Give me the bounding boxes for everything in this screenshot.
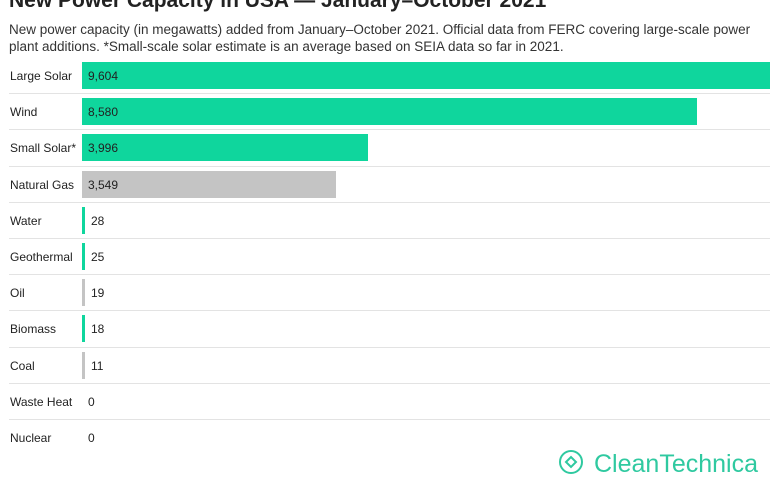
value-label: 8,580 bbox=[88, 105, 119, 120]
category-label: Large Solar bbox=[10, 69, 73, 83]
value-label: 3,996 bbox=[88, 141, 119, 156]
row-divider bbox=[9, 274, 770, 276]
category-label: Nuclear bbox=[10, 431, 52, 445]
category-label: Waste Heat bbox=[10, 394, 73, 409]
category-label: Wind bbox=[10, 105, 38, 120]
bar bbox=[82, 62, 770, 89]
value-label: 18 bbox=[91, 322, 105, 337]
row-divider bbox=[9, 346, 770, 348]
logo-text: CleanTechnica bbox=[594, 450, 758, 478]
row-divider bbox=[9, 165, 770, 167]
cleantechnica-logo: CleanTechnica bbox=[558, 448, 758, 478]
value-label: 19 bbox=[91, 286, 105, 301]
row-divider bbox=[9, 129, 770, 131]
value-label: 9,604 bbox=[88, 69, 119, 83]
bar bbox=[82, 98, 697, 126]
bar bbox=[82, 315, 85, 343]
bar bbox=[82, 279, 85, 307]
row-divider bbox=[9, 419, 770, 420]
bar bbox=[82, 243, 85, 270]
category-label: Oil bbox=[10, 286, 25, 301]
row-divider bbox=[9, 201, 770, 203]
value-label: 0 bbox=[88, 394, 95, 409]
category-label: Geothermal bbox=[10, 250, 73, 264]
chart-subtitle: New power capacity (in megawatts) added … bbox=[9, 22, 751, 54]
logo-mark-icon bbox=[559, 450, 583, 474]
value-label: 25 bbox=[91, 250, 105, 264]
row-divider bbox=[9, 382, 770, 384]
value-label: 11 bbox=[91, 358, 104, 373]
bar bbox=[82, 206, 85, 234]
category-label: Water bbox=[10, 213, 42, 228]
bar-chart: Large Solar 9,604 Wind 8,580 Small Solar* 3,9… bbox=[0, 58, 780, 458]
category-label: Natural Gas bbox=[10, 177, 75, 192]
value-label: 3,549 bbox=[88, 177, 119, 192]
row-divider bbox=[9, 238, 770, 239]
category-label: Biomass bbox=[10, 322, 57, 337]
chart-title: New Power Capacity in USA — January–Octo… bbox=[9, 0, 547, 12]
value-label: 28 bbox=[91, 213, 105, 228]
row-divider bbox=[9, 93, 770, 95]
bar bbox=[82, 170, 337, 198]
bar bbox=[82, 351, 85, 379]
bar bbox=[82, 134, 369, 162]
category-label: Coal bbox=[10, 358, 35, 373]
category-label: Small Solar* bbox=[10, 141, 77, 156]
row-divider bbox=[9, 310, 770, 312]
value-label: 0 bbox=[88, 431, 95, 445]
